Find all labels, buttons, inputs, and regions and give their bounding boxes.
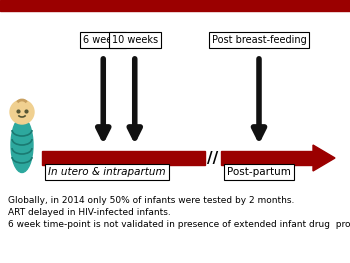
Bar	[42, 151, 205, 165]
Text: Post-partum: Post-partum	[227, 167, 291, 177]
Text: Post breast-feeding: Post breast-feeding	[212, 35, 306, 45]
Text: //: //	[207, 150, 219, 165]
Text: In utero & intrapartum: In utero & intrapartum	[48, 167, 166, 177]
Text: 6 weeks: 6 weeks	[83, 35, 123, 45]
Polygon shape	[313, 145, 335, 171]
Text: ART delayed in HIV-infected infants.: ART delayed in HIV-infected infants.	[8, 208, 171, 217]
Text: 10 weeks: 10 weeks	[112, 35, 158, 45]
Text: 6 week time-point is not validated in presence of extended infant drug  prophyla: 6 week time-point is not validated in pr…	[8, 220, 350, 229]
Bar	[221, 151, 315, 165]
Text: Globally, in 2014 only 50% of infants were tested by 2 months.: Globally, in 2014 only 50% of infants we…	[8, 196, 294, 205]
Bar	[0, 0, 350, 11]
Ellipse shape	[11, 118, 33, 173]
Circle shape	[10, 100, 34, 124]
